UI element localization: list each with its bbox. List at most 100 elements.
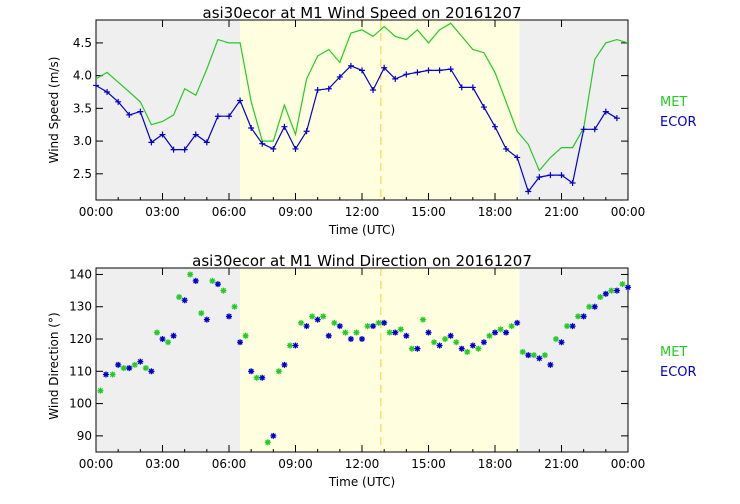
direction-y-tick-label: 120 bbox=[69, 332, 92, 346]
speed-point-ecor bbox=[547, 172, 554, 179]
speed-x-tick-label: 06:00 bbox=[212, 205, 247, 219]
direction-point-ecor bbox=[214, 281, 221, 288]
speed-point-ecor bbox=[536, 174, 543, 181]
direction-point-met bbox=[431, 339, 438, 346]
direction-point-ecor bbox=[458, 345, 465, 352]
direction-point-met bbox=[153, 329, 160, 336]
speed-point-ecor bbox=[480, 104, 487, 111]
speed-y-tick-label: 4.0 bbox=[73, 69, 92, 83]
speed-point-ecor bbox=[115, 98, 122, 105]
speed-point-ecor bbox=[259, 140, 266, 147]
speed-point-ecor bbox=[370, 87, 377, 94]
direction-point-met bbox=[364, 323, 371, 330]
speed-point-ecor bbox=[159, 131, 166, 138]
direction-point-met bbox=[442, 336, 449, 343]
direction-x-tick-label: 00:00 bbox=[611, 457, 646, 471]
direction-point-ecor bbox=[536, 355, 543, 362]
direction-point-ecor bbox=[159, 336, 166, 343]
direction-point-met bbox=[597, 294, 604, 301]
speed-point-ecor bbox=[591, 126, 598, 133]
direction-point-met bbox=[530, 352, 537, 359]
speed-point-ecor bbox=[203, 139, 210, 146]
speed-point-ecor bbox=[580, 126, 587, 133]
speed-point-ecor bbox=[613, 115, 620, 122]
speed-x-tick-label: 00:00 bbox=[79, 205, 114, 219]
speed-point-ecor bbox=[458, 84, 465, 91]
direction-point-met bbox=[142, 365, 149, 372]
direction-point-met bbox=[120, 365, 127, 372]
speed-point-ecor bbox=[170, 146, 177, 153]
direction-point-ecor bbox=[436, 342, 443, 349]
speed-x-tick-label: 18:00 bbox=[478, 205, 513, 219]
speed-point-ecor bbox=[248, 125, 255, 131]
direction-point-ecor bbox=[203, 316, 210, 323]
speed-legend-ecor: ECOR bbox=[660, 115, 697, 130]
direction-point-ecor bbox=[469, 342, 476, 349]
direction-x-tick-label: 00:00 bbox=[79, 457, 114, 471]
direction-point-met bbox=[397, 326, 404, 333]
speed-point-ecor bbox=[104, 89, 111, 95]
speed-night-shade-pm bbox=[519, 20, 628, 200]
direction-y-tick-label: 100 bbox=[69, 397, 92, 411]
direction-chart-title: asi30ecor at M1 Wind Direction on 201612… bbox=[192, 252, 532, 270]
speed-chart-xlabel: Time (UTC) bbox=[328, 223, 395, 237]
speed-point-ecor bbox=[569, 179, 576, 186]
speed-y-tick-label: 3.5 bbox=[73, 101, 92, 115]
direction-legend-ecor: ECOR bbox=[660, 365, 697, 380]
direction-x-tick-label: 03:00 bbox=[145, 457, 180, 471]
speed-point-ecor bbox=[314, 87, 321, 94]
direction-point-ecor bbox=[547, 361, 554, 368]
speed-chart-ylabel: Wind Speed (m/s) bbox=[47, 57, 61, 164]
direction-point-met bbox=[231, 303, 238, 310]
speed-point-ecor bbox=[270, 145, 277, 152]
speed-point-ecor bbox=[514, 154, 521, 161]
direction-point-ecor bbox=[102, 371, 109, 378]
direction-point-ecor bbox=[503, 329, 510, 336]
speed-point-ecor bbox=[392, 75, 399, 82]
direction-point-ecor bbox=[359, 336, 365, 343]
direction-point-met bbox=[209, 277, 216, 284]
direction-point-ecor bbox=[281, 361, 288, 368]
speed-point-ecor bbox=[148, 139, 155, 146]
direction-y-tick-label: 110 bbox=[69, 364, 92, 378]
direction-point-ecor bbox=[558, 339, 565, 346]
direction-y-tick-label: 90 bbox=[77, 429, 92, 443]
direction-point-met bbox=[586, 303, 593, 310]
speed-night-shade-am bbox=[96, 20, 241, 200]
direction-point-met bbox=[408, 345, 415, 352]
direction-point-met bbox=[608, 287, 615, 294]
direction-point-met bbox=[253, 374, 260, 381]
direction-point-ecor bbox=[602, 290, 609, 297]
direction-point-ecor bbox=[569, 323, 576, 330]
speed-day-shade bbox=[240, 20, 520, 200]
speed-point-ecor bbox=[336, 73, 343, 80]
direction-point-met bbox=[298, 319, 305, 326]
direction-point-met bbox=[131, 361, 138, 368]
speed-point-ecor bbox=[503, 145, 510, 152]
direction-point-met bbox=[541, 352, 548, 359]
direction-point-met bbox=[220, 287, 227, 294]
direction-point-met bbox=[508, 323, 515, 330]
direction-point-ecor bbox=[192, 277, 199, 284]
direction-point-met bbox=[486, 332, 493, 339]
direction-point-met bbox=[453, 339, 460, 346]
speed-point-ecor bbox=[192, 131, 199, 138]
direction-night-shade-am bbox=[96, 268, 241, 452]
direction-point-ecor bbox=[314, 316, 321, 323]
direction-point-ecor bbox=[303, 323, 310, 330]
direction-point-met bbox=[198, 310, 205, 317]
speed-point-ecor bbox=[292, 145, 299, 152]
direction-point-ecor bbox=[115, 361, 122, 368]
speed-point-ecor bbox=[403, 71, 410, 78]
direction-day-shade bbox=[240, 268, 520, 452]
speed-point-ecor bbox=[281, 123, 288, 130]
speed-y-tick-label: 2.5 bbox=[73, 167, 92, 181]
direction-point-met bbox=[187, 271, 194, 278]
direction-point-ecor bbox=[325, 332, 332, 339]
speed-point-ecor bbox=[492, 123, 498, 130]
speed-x-tick-label: 03:00 bbox=[145, 205, 180, 219]
direction-point-met bbox=[575, 313, 582, 320]
speed-point-ecor bbox=[214, 113, 221, 120]
direction-point-met bbox=[564, 323, 571, 330]
direction-point-ecor bbox=[403, 332, 410, 339]
